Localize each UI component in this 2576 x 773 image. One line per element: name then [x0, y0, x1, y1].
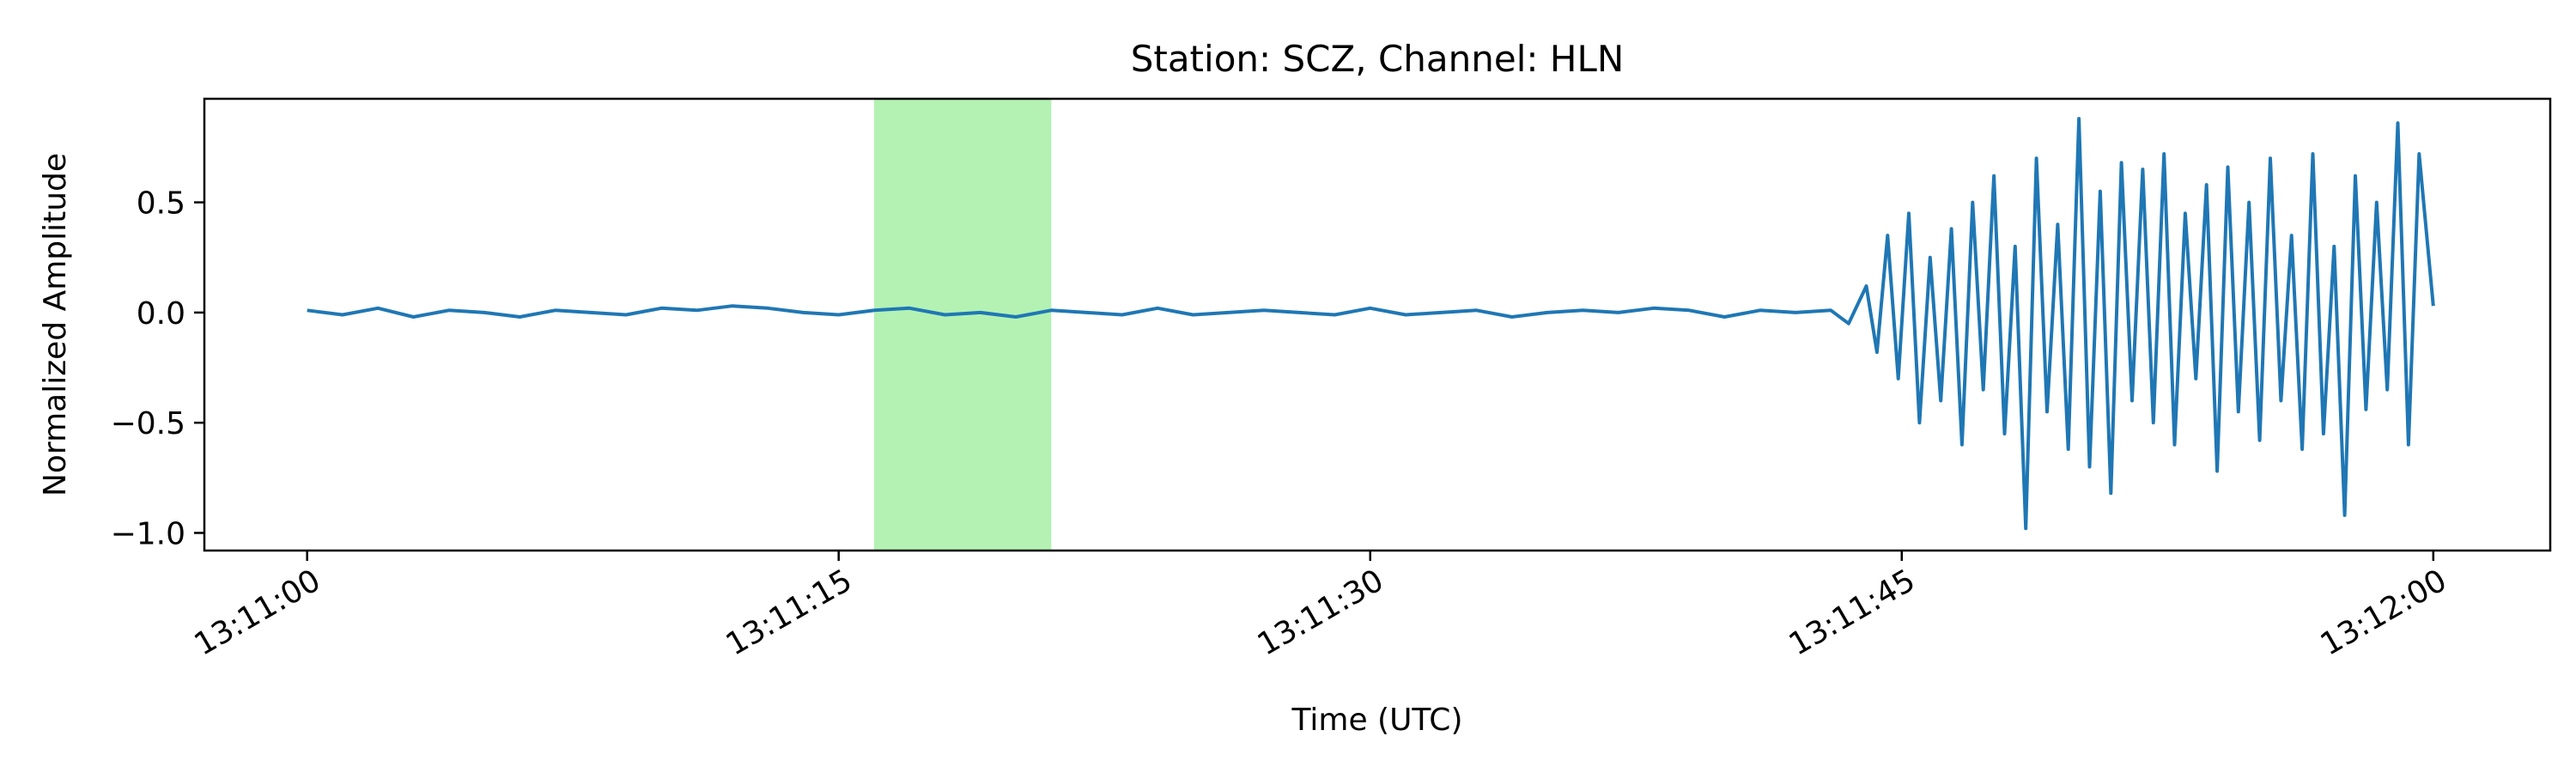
waveform-line-0: [307, 117, 2435, 531]
x-tick-label: 13:12:00: [2315, 563, 2453, 662]
x-tick-label: 13:11:45: [1783, 563, 1922, 662]
y-tick-label: −0.5: [111, 406, 185, 441]
y-axis-label: Normalized Amplitude: [38, 153, 73, 496]
highlight-window: [873, 99, 1052, 551]
y-tick-label: −1.0: [111, 516, 185, 551]
plot-area: [204, 99, 2550, 551]
x-tick-label: 13:11:15: [720, 563, 859, 662]
y-tick-label: 0.5: [137, 186, 185, 222]
plot-frame: [203, 97, 2552, 552]
chart-title: Station: SCZ, Channel: HLN: [1131, 38, 1625, 80]
x-tick-label: 13:11:00: [189, 563, 327, 662]
x-tick-label: 13:11:30: [1252, 563, 1390, 662]
y-tick-label: 0.0: [137, 296, 185, 332]
x-axis-label: Time (UTC): [1291, 703, 1462, 738]
